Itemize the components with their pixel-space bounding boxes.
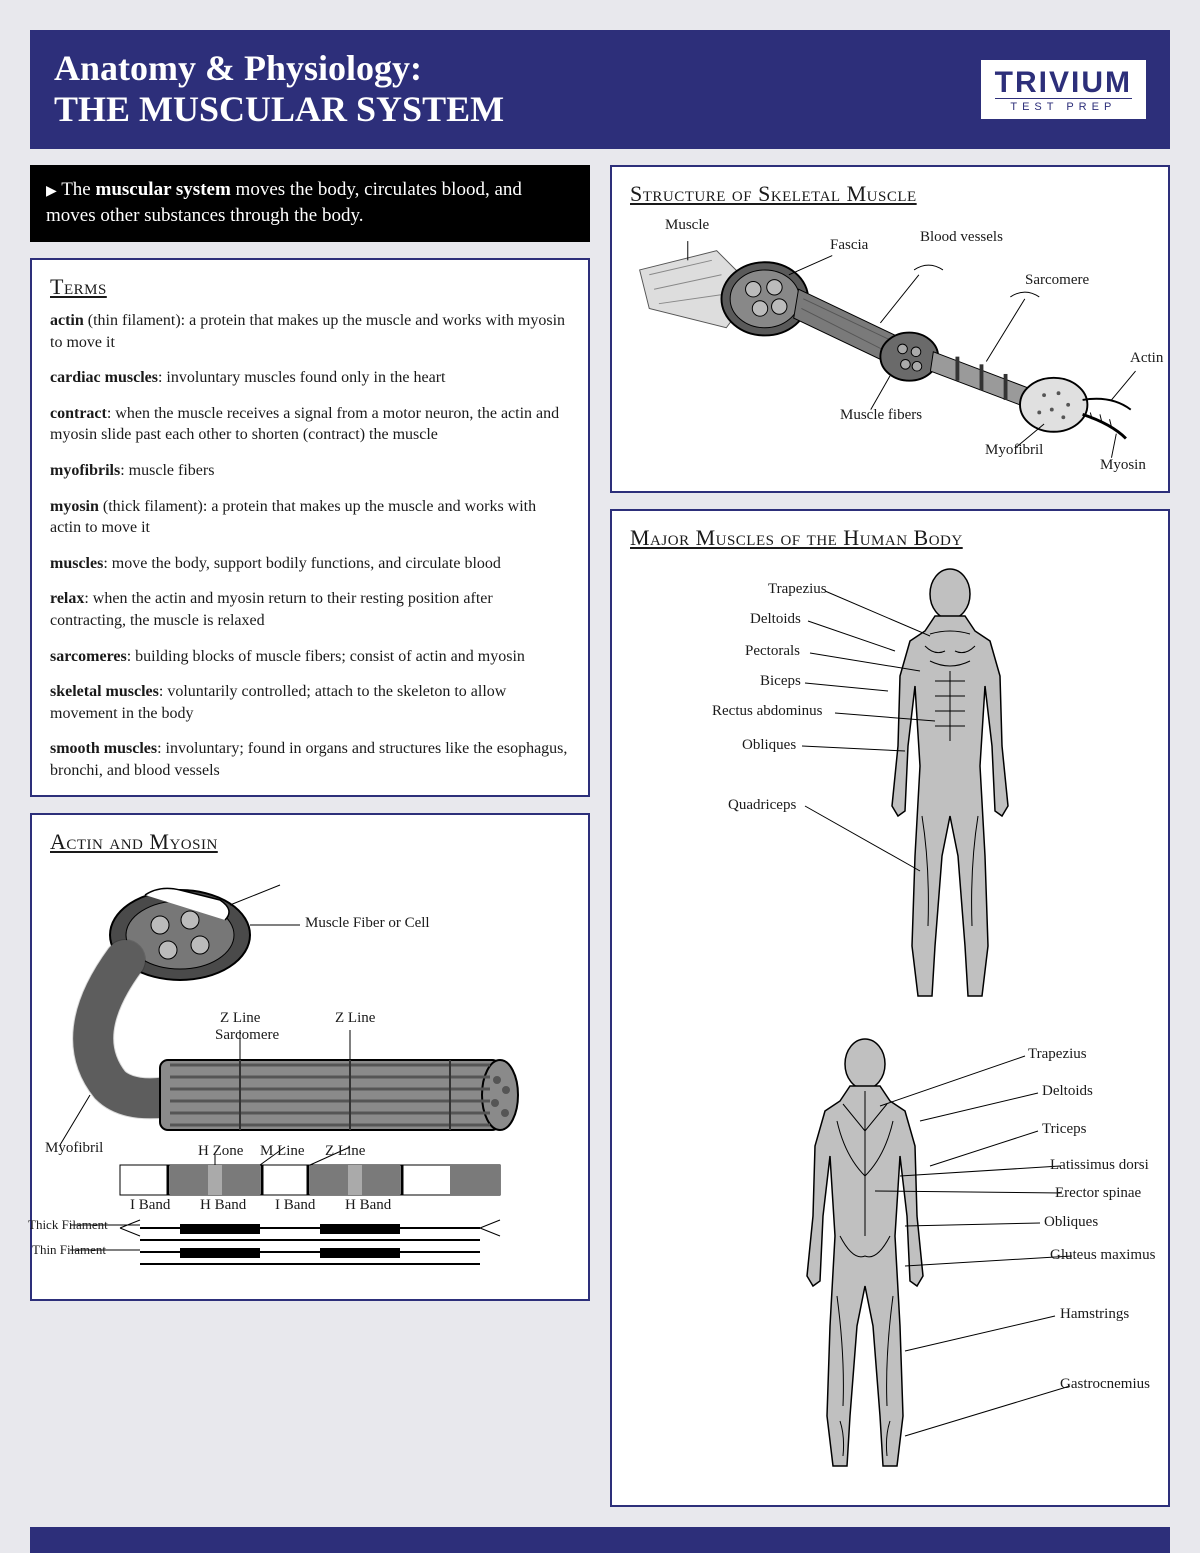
right-column: Structure of Skeletal Muscle	[610, 165, 1170, 1507]
back-leads	[630, 1031, 1150, 1501]
back-triceps: Triceps	[1042, 1121, 1086, 1138]
actin-title: Actin and Myosin	[50, 829, 570, 855]
brand-logo: TRIVIUM TEST PREP	[981, 60, 1146, 119]
front-pectorals: Pectorals	[745, 643, 800, 660]
structure-panel: Structure of Skeletal Muscle	[610, 165, 1170, 493]
front-leads	[630, 561, 1150, 1021]
term-item: smooth muscles: involuntary; found in or…	[50, 738, 570, 781]
intro-bold: muscular system	[96, 179, 231, 200]
footer-bar	[30, 1527, 1170, 1553]
actin-diagram: Muscle Fiber or Cell Z Line Sarcomere Z …	[50, 865, 570, 1285]
label-fibers: Muscle fibers	[840, 407, 922, 424]
term-item: myosin (thick filament): a protein that …	[50, 496, 570, 539]
intro-callout: ▶ The muscular system moves the body, ci…	[30, 165, 590, 242]
front-rectus: Rectus abdominus	[712, 703, 822, 720]
structure-svg	[630, 217, 1150, 477]
content-area: ▶ The muscular system moves the body, ci…	[30, 165, 1170, 1507]
label-myofibril: Myofibril	[45, 1140, 103, 1157]
back-gastroc: Gastrocnemius	[1060, 1376, 1150, 1393]
label-hband-1: H Band	[200, 1197, 246, 1214]
left-column: ▶ The muscular system moves the body, ci…	[30, 165, 590, 1507]
terms-title: Terms	[50, 274, 570, 300]
page-header: Anatomy & Physiology: THE MUSCULAR SYSTE…	[30, 30, 1170, 149]
label-sarcomere-s: Sarcomere	[1025, 272, 1089, 289]
muscles-diagram: Trapezius Deltoids Pectorals Biceps Rect…	[630, 561, 1150, 1491]
actin-myosin-panel: Actin and Myosin	[30, 813, 590, 1301]
label-hband-2: H Band	[345, 1197, 391, 1214]
label-muscle-fiber: Muscle Fiber or Cell	[305, 915, 430, 932]
term-item: muscles: move the body, support bodily f…	[50, 553, 570, 575]
term-item: actin (thin filament): a protein that ma…	[50, 310, 570, 353]
label-thick: Thick Filament	[28, 1217, 108, 1233]
label-myosin: Myosin	[1100, 457, 1146, 474]
label-hzone: H Zone	[198, 1143, 243, 1160]
back-deltoids: Deltoids	[1042, 1083, 1093, 1100]
label-zline-3: Z Line	[325, 1143, 365, 1160]
label-zline-1: Z Line	[220, 1010, 260, 1027]
label-sarcomere: Sarcomere	[215, 1027, 279, 1044]
back-obliques: Obliques	[1044, 1214, 1098, 1231]
front-biceps: Biceps	[760, 673, 801, 690]
intro-prefix: The	[61, 179, 95, 200]
back-trapezius: Trapezius	[1028, 1046, 1087, 1063]
terms-panel: Terms actin (thin filament): a protein t…	[30, 258, 590, 798]
label-mline: M Line	[260, 1143, 305, 1160]
logo-subtext: TEST PREP	[995, 98, 1132, 113]
logo-text: TRIVIUM	[995, 66, 1132, 100]
label-iband-1: I Band	[130, 1197, 170, 1214]
front-obliques: Obliques	[742, 737, 796, 754]
back-gluteus: Gluteus maximus	[1050, 1247, 1155, 1264]
muscles-title: Major Muscles of the Human Body	[630, 525, 1150, 551]
front-trapezius: Trapezius	[768, 581, 827, 598]
label-iband-2: I Band	[275, 1197, 315, 1214]
label-myofibril-s: Myofibril	[985, 442, 1043, 459]
label-thin: Thin Filament	[32, 1242, 106, 1258]
label-muscle: Muscle	[665, 217, 709, 234]
label-blood: Blood vessels	[920, 229, 1003, 246]
front-quadriceps: Quadriceps	[728, 797, 796, 814]
term-item: contract: when the muscle receives a sig…	[50, 403, 570, 446]
term-item: skeletal muscles: voluntarily controlled…	[50, 681, 570, 724]
label-fascia: Fascia	[830, 237, 868, 254]
terms-list: actin (thin filament): a protein that ma…	[50, 310, 570, 782]
label-actin: Actin	[1130, 350, 1163, 367]
arrow-icon: ▶	[46, 184, 57, 199]
front-deltoids: Deltoids	[750, 611, 801, 628]
structure-title: Structure of Skeletal Muscle	[630, 181, 1150, 207]
title-line2: THE MUSCULAR SYSTEM	[54, 89, 504, 129]
page-title: Anatomy & Physiology: THE MUSCULAR SYSTE…	[54, 48, 504, 131]
term-item: myofibrils: muscle fibers	[50, 460, 570, 482]
back-erector: Erector spinae	[1055, 1185, 1141, 1202]
label-zline-2: Z Line	[335, 1010, 375, 1027]
muscles-panel: Major Muscles of the Human Body	[610, 509, 1170, 1507]
term-item: relax: when the actin and myosin return …	[50, 588, 570, 631]
back-lats: Latissimus dorsi	[1050, 1157, 1149, 1174]
title-line1: Anatomy & Physiology:	[54, 48, 422, 88]
back-hamstrings: Hamstrings	[1060, 1306, 1129, 1323]
term-item: cardiac muscles: involuntary muscles fou…	[50, 367, 570, 389]
term-item: sarcomeres: building blocks of muscle fi…	[50, 646, 570, 668]
structure-diagram: Muscle Fascia Blood vessels Sarcomere Mu…	[630, 217, 1150, 477]
